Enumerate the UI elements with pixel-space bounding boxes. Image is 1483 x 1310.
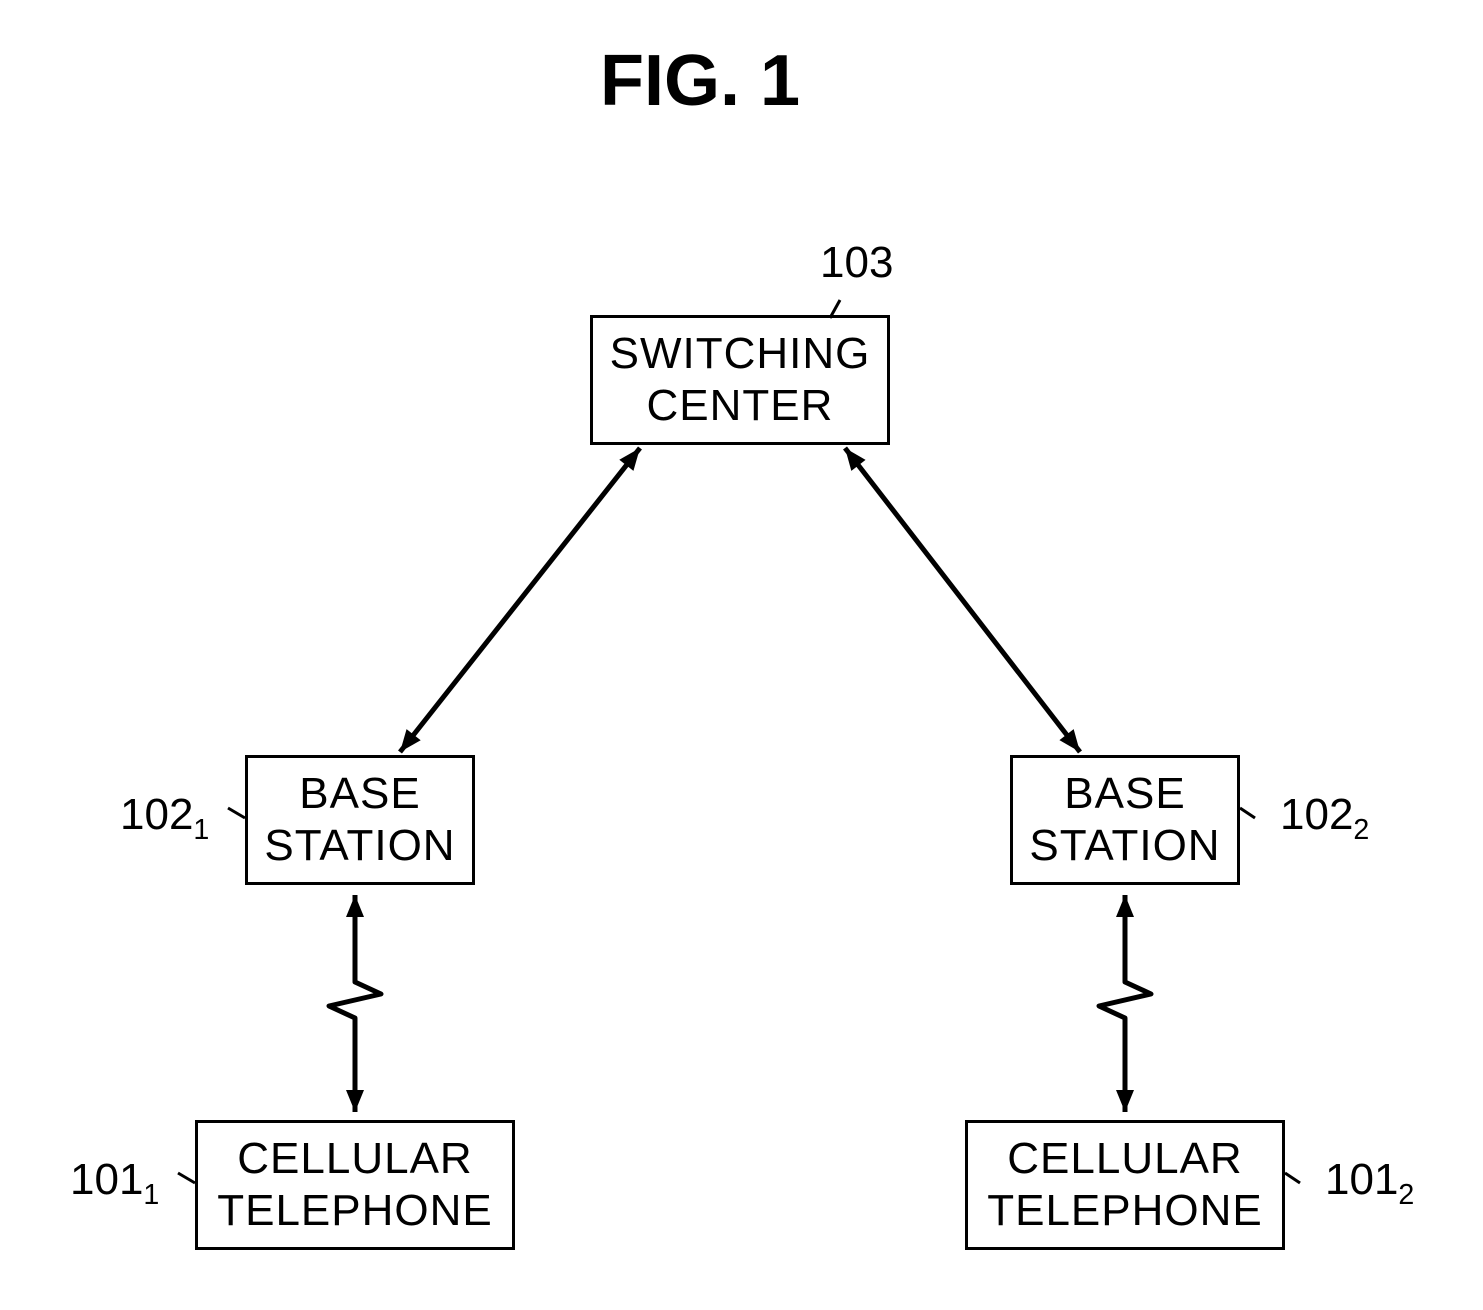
ref-label-102-2: 1022 xyxy=(1280,790,1369,847)
ref-label-101-1-sub: 1 xyxy=(143,1179,159,1211)
ref-label-102-2-sub: 2 xyxy=(1353,814,1369,846)
ref-label-101-1: 1011 xyxy=(70,1155,159,1212)
ref-label-101-2: 1012 xyxy=(1325,1155,1414,1212)
ref-label-102-1: 1021 xyxy=(120,790,209,847)
node-switching-center: SWITCHING CENTER xyxy=(590,315,890,445)
ref-label-102-2-text: 102 xyxy=(1280,790,1353,839)
diagram-canvas: FIG. 1 SWITCHING CENTER BASE STATION BAS… xyxy=(0,0,1483,1310)
ref-label-101-2-text: 101 xyxy=(1325,1155,1398,1204)
ref-label-103: 103 xyxy=(820,238,893,288)
ref-label-102-1-text: 102 xyxy=(120,790,193,839)
node-cellular-telephone-right: CELLULAR TELEPHONE xyxy=(965,1120,1285,1250)
node-cellular-telephone-left: CELLULAR TELEPHONE xyxy=(195,1120,515,1250)
ref-label-103-text: 103 xyxy=(820,238,893,287)
node-base-station-right: BASE STATION xyxy=(1010,755,1240,885)
node-base-station-left: BASE STATION xyxy=(245,755,475,885)
figure-title: FIG. 1 xyxy=(600,40,800,122)
ref-label-102-1-sub: 1 xyxy=(193,814,209,846)
connector-overlay xyxy=(0,0,1483,1310)
ref-label-101-1-text: 101 xyxy=(70,1155,143,1204)
ref-label-101-2-sub: 2 xyxy=(1398,1179,1414,1211)
